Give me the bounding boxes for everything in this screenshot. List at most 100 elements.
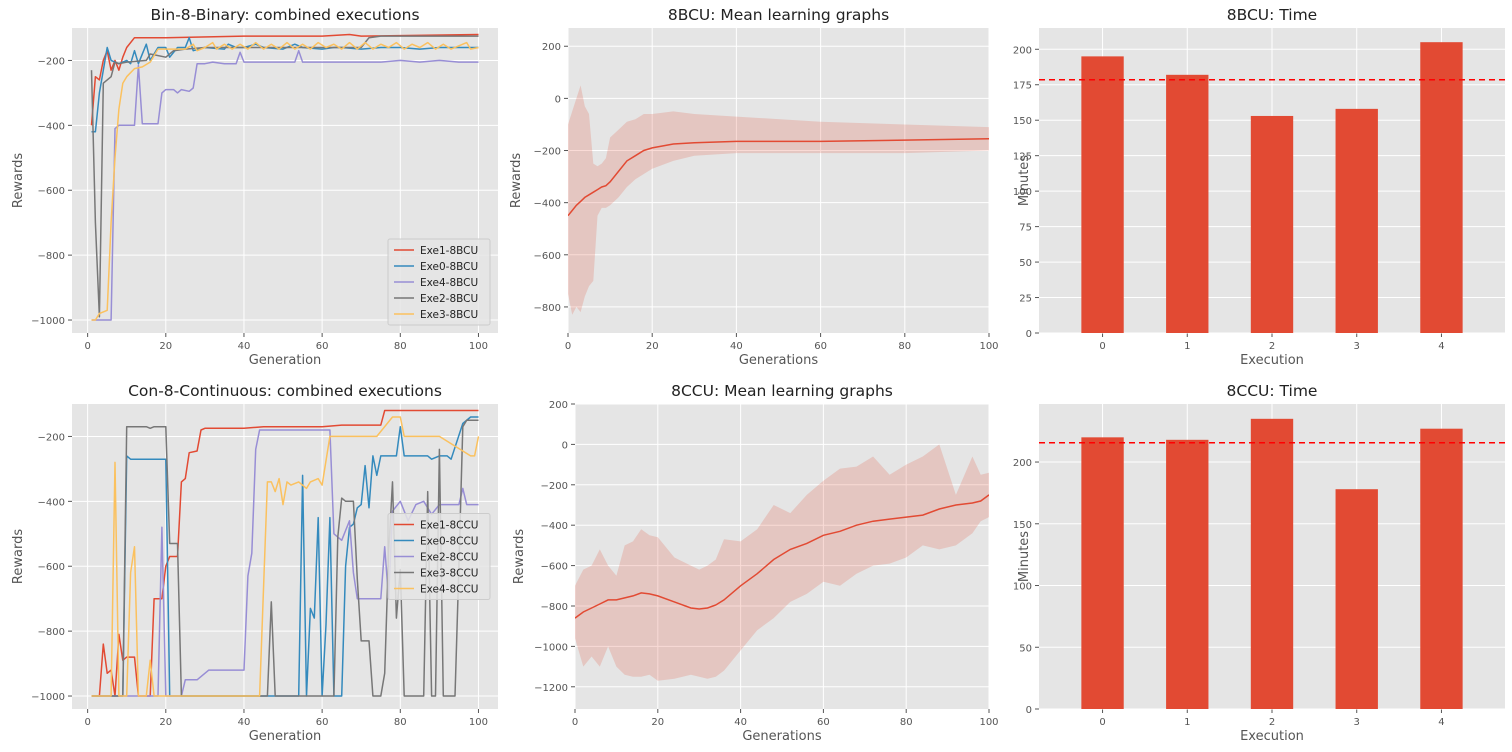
y-tick-label: 100 — [1013, 187, 1032, 198]
y-tick-label: 200 — [542, 42, 561, 53]
legend-label: Exe2-8CCU — [420, 552, 478, 564]
legend-label: Exe0-8BCU — [420, 261, 478, 273]
subplot-con: 0 20 40 60 80 100 −1000 −800 −600 −400 −200 Con-8-C… — [11, 382, 498, 744]
x-tick-label: 100 — [979, 717, 998, 728]
x-tick-label: 3 — [1354, 341, 1360, 352]
x-axis-label: Generations — [739, 353, 819, 368]
y-tick-label: −1000 — [31, 692, 65, 703]
y-axis-label: Rewards — [11, 529, 26, 584]
y-tick-label: −400 — [38, 121, 65, 132]
x-tick-label: 80 — [394, 717, 407, 728]
y-tick-label: 75 — [1019, 223, 1032, 234]
bar-execution-1[interactable] — [1166, 74, 1209, 333]
y-tick-label: −800 — [541, 602, 568, 613]
y-tick-label: 100 — [1013, 582, 1032, 593]
bar-execution-2[interactable] — [1250, 418, 1294, 709]
subplot-time8bcu: 0 1 2 3 4 0 25 50 75 100 125 150 175 200 8BCU: Time Exe… — [1013, 6, 1505, 368]
y-tick-label: −1000 — [534, 642, 568, 653]
series-line-exe3-8bcu[interactable] — [91, 41, 479, 321]
y-tick-label: −600 — [541, 562, 568, 573]
x-axis-label: Generation — [249, 729, 322, 744]
legend-label: Exe1-8CCU — [420, 520, 478, 532]
bar-execution-2[interactable] — [1250, 115, 1294, 333]
y-axis-label: Minutes — [1017, 531, 1032, 582]
y-axis-label: Rewards — [509, 153, 524, 208]
x-axis-label: Generation — [249, 353, 322, 368]
y-tick-label: 50 — [1019, 643, 1032, 654]
legend-label: Exe3-8BCU — [420, 309, 478, 321]
legend-label: Exe4-8CCU — [420, 584, 478, 596]
x-tick-label: 40 — [730, 341, 743, 352]
subplot-mean8ccu: 0 20 40 60 80 100 −1200 −1000 −800 −600 −400 −200 0 2… — [512, 382, 999, 744]
bar-execution-4[interactable] — [1420, 42, 1463, 333]
series-line-exe2-8bcu[interactable] — [90, 35, 479, 318]
plot-area — [568, 28, 989, 333]
y-tick-label: −600 — [534, 251, 561, 262]
x-tick-label: 3 — [1354, 717, 1360, 728]
chart-title: 8CCU: Time — [1227, 382, 1318, 400]
y-tick-label: 200 — [549, 400, 568, 411]
series-line-exe4-8bcu[interactable] — [91, 49, 479, 321]
y-tick-label: −400 — [38, 497, 65, 508]
series-layer — [575, 444, 989, 681]
x-tick-label: 80 — [900, 717, 913, 728]
y-tick-label: 0 — [1026, 705, 1032, 716]
mean-line[interactable] — [568, 138, 989, 217]
y-tick-label: −800 — [534, 303, 561, 314]
bar-execution-0[interactable] — [1081, 437, 1124, 709]
series-line-exe2-8ccu[interactable] — [91, 429, 479, 697]
subplot-bin: 0 20 40 60 80 100 −1000 −800 −600 −400 −200 Bin-8-B… — [11, 6, 498, 368]
x-tick-label: 4 — [1438, 341, 1444, 352]
legend-box — [387, 238, 491, 326]
legend-box — [387, 513, 491, 600]
bar-execution-1[interactable] — [1166, 439, 1209, 709]
x-tick-label: 0 — [84, 717, 90, 728]
std-band — [575, 444, 989, 681]
series-layer — [1039, 42, 1505, 333]
chart-title: Bin-8-Binary: combined executions — [150, 6, 419, 24]
legend-label: Exe4-8BCU — [420, 277, 478, 289]
chart-title: 8CCU: Mean learning graphs — [671, 382, 893, 400]
x-tick-label: 4 — [1438, 717, 1444, 728]
y-tick-label: −200 — [38, 56, 65, 67]
subplot-mean8bcu: 0 20 40 60 80 100 −800 −600 −400 −200 0 200 8BCU: Me… — [509, 6, 999, 368]
x-tick-label: 80 — [394, 341, 407, 352]
x-tick-label: 0 — [565, 341, 571, 352]
mean-line[interactable] — [575, 494, 989, 619]
y-axis-label: Minutes — [1017, 155, 1032, 206]
y-tick-label: 125 — [1013, 152, 1032, 163]
y-tick-label: −600 — [38, 562, 65, 573]
plot-area — [575, 404, 989, 709]
x-tick-label: 80 — [898, 341, 911, 352]
x-tick-label: 20 — [159, 341, 172, 352]
x-tick-label: 20 — [651, 717, 664, 728]
series-line-exe4-8ccu[interactable] — [91, 416, 480, 697]
x-tick-label: 60 — [814, 341, 827, 352]
legend-label: Exe0-8CCU — [420, 536, 478, 548]
x-tick-label: 0 — [572, 717, 578, 728]
chart-title: Con-8-Continuous: combined executions — [128, 382, 442, 400]
bar-execution-4[interactable] — [1420, 428, 1463, 709]
y-tick-label: 200 — [1013, 45, 1032, 56]
y-axis-label: Rewards — [11, 153, 26, 208]
chart-title: 8BCU: Time — [1227, 6, 1317, 24]
x-tick-label: 40 — [238, 341, 251, 352]
legend: Exe1-8BCU Exe0-8BCU Exe4-8BCU Exe2-8BCU Exe3… — [387, 238, 491, 326]
x-tick-label: 0 — [1099, 341, 1105, 352]
y-tick-label: −200 — [534, 147, 561, 158]
bar-execution-3[interactable] — [1335, 108, 1378, 333]
bar-execution-0[interactable] — [1081, 56, 1124, 333]
y-tick-label: 25 — [1019, 294, 1032, 305]
y-tick-label: −200 — [541, 481, 568, 492]
x-tick-label: 100 — [469, 341, 488, 352]
legend: Exe1-8CCU Exe0-8CCU Exe2-8CCU Exe3-8CCU Exe4… — [387, 513, 491, 600]
x-axis-label: Generations — [742, 729, 822, 744]
series-line-exe0-8ccu[interactable] — [91, 416, 479, 697]
series-line-exe3-8ccu[interactable] — [91, 419, 479, 697]
series-layer — [91, 409, 480, 697]
series-line-exe1-8bcu[interactable] — [90, 33, 479, 126]
x-tick-label: 60 — [817, 717, 830, 728]
bar-execution-3[interactable] — [1335, 489, 1378, 709]
y-tick-label: −200 — [38, 432, 65, 443]
x-tick-label: 60 — [316, 717, 329, 728]
